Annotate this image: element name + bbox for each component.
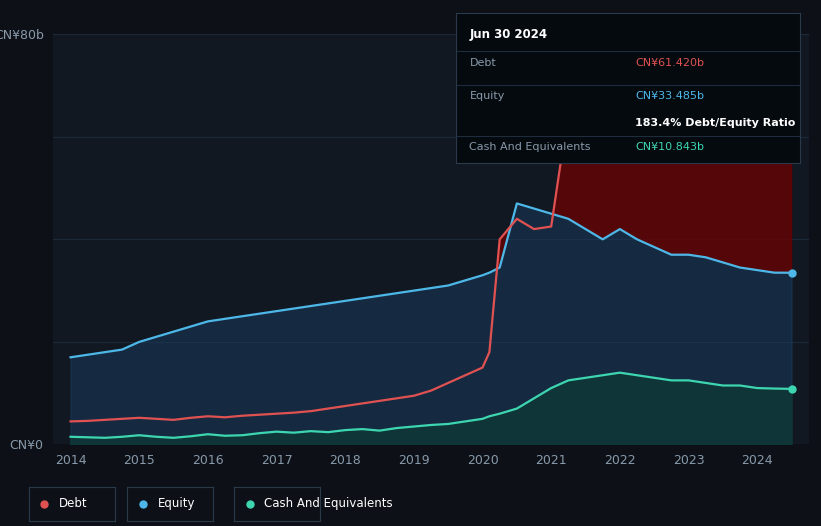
Text: 183.4% Debt/Equity Ratio: 183.4% Debt/Equity Ratio	[635, 118, 796, 128]
Text: Debt: Debt	[470, 58, 496, 68]
Text: CN¥33.485b: CN¥33.485b	[635, 91, 704, 101]
Text: CN¥10.843b: CN¥10.843b	[635, 142, 704, 152]
Text: Equity: Equity	[158, 497, 195, 510]
Text: Cash And Equivalents: Cash And Equivalents	[264, 497, 392, 510]
Text: Cash And Equivalents: Cash And Equivalents	[470, 142, 591, 152]
Text: Equity: Equity	[470, 91, 505, 101]
Text: CN¥61.420b: CN¥61.420b	[635, 58, 704, 68]
Text: Jun 30 2024: Jun 30 2024	[470, 28, 548, 41]
Text: Debt: Debt	[59, 497, 88, 510]
